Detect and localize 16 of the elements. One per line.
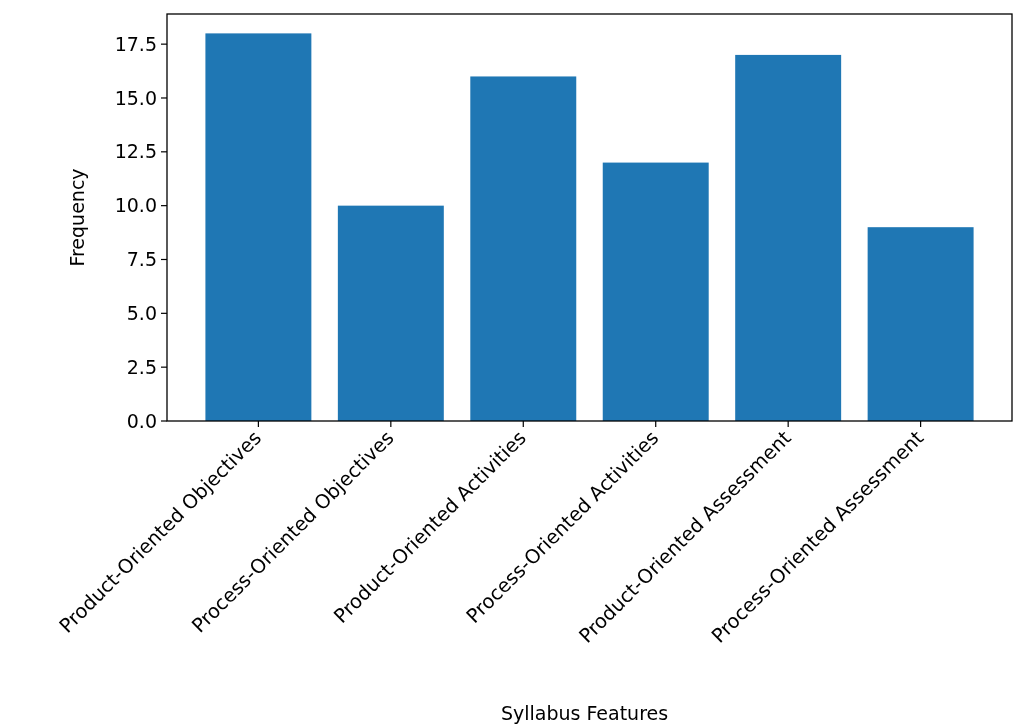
bar xyxy=(470,76,577,421)
y-tick-label: 5.0 xyxy=(126,301,157,324)
y-tick-label: 7.5 xyxy=(126,248,157,271)
bar xyxy=(867,227,974,421)
y-tick-label: 2.5 xyxy=(126,355,157,378)
y-tick-label: 17.5 xyxy=(114,32,157,55)
bar xyxy=(205,33,312,421)
y-axis-title: Frequency xyxy=(66,168,88,267)
bar xyxy=(602,162,709,421)
bar xyxy=(735,54,842,421)
y-tick-label: 0.0 xyxy=(126,409,157,432)
bar xyxy=(337,205,444,421)
y-tick-label: 15.0 xyxy=(114,86,157,109)
y-tick-label: 10.0 xyxy=(114,194,157,217)
y-tick-label: 12.5 xyxy=(114,140,157,163)
x-axis-title: Syllabus Features xyxy=(500,702,669,724)
